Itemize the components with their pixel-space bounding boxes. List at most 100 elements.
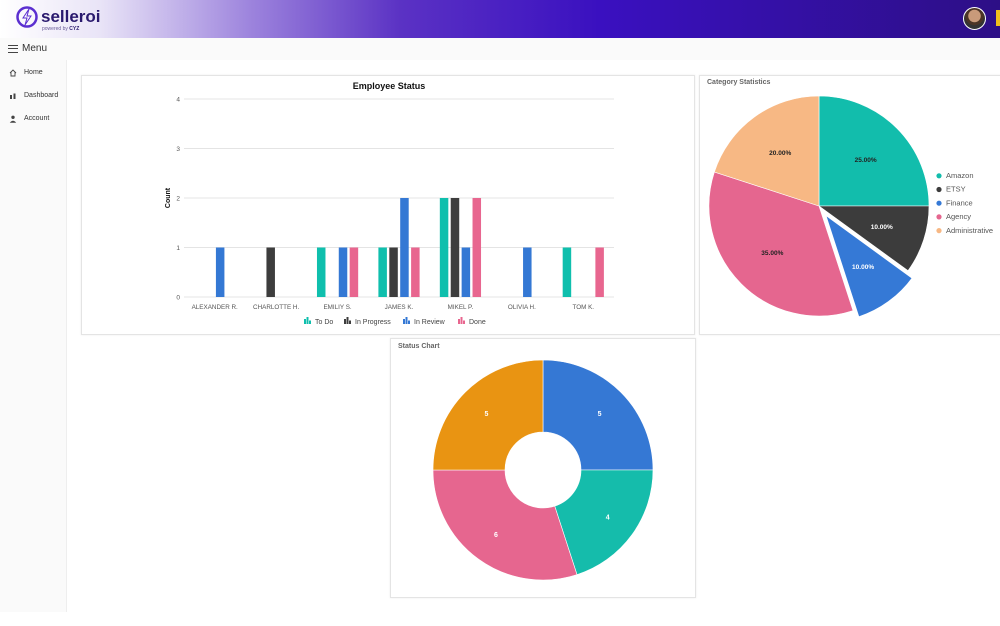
donut-slice	[542, 359, 654, 471]
legend-label: Amazon	[946, 171, 974, 180]
pie-slice	[818, 95, 930, 207]
legend-swatch	[344, 319, 346, 324]
bar	[472, 198, 482, 297]
category-statistics-chart: Category Statistics 25.00% 10.00% 10.00% 35.…	[707, 79, 993, 320]
legend-item-etsy[interactable]: ETSY	[936, 185, 966, 194]
bar	[389, 247, 398, 297]
x-tick-label: OLIVIA H.	[508, 304, 536, 311]
legend-swatch	[304, 319, 306, 324]
pie-slice	[714, 95, 820, 207]
legend-swatch	[309, 320, 311, 324]
menu-bar: Menu	[0, 38, 1000, 60]
legend-swatch	[408, 320, 410, 324]
legend-label: In Progress	[355, 319, 391, 326]
chart-title: Employee Status	[353, 81, 426, 91]
slice-label: 20.00%	[769, 150, 791, 157]
y-tick-label: 1	[176, 245, 180, 252]
legend-item-done[interactable]: Done	[458, 317, 486, 326]
legend-swatch	[346, 317, 349, 324]
home-icon	[9, 69, 17, 77]
employee-status-card: Employee Status Count 0 1 2 3 4 ALEXANDER R. CHA…	[81, 75, 695, 335]
legend-swatch	[936, 173, 942, 179]
slice-label: 5	[484, 411, 488, 418]
bar	[400, 198, 409, 297]
donut-slice	[554, 469, 654, 575]
bar	[562, 247, 572, 297]
legend-item-in-progress[interactable]: In Progress	[344, 317, 391, 326]
legend-item-in-review[interactable]: In Review	[403, 317, 446, 326]
legend-item-to-do[interactable]: To Do	[304, 317, 333, 326]
legend-swatch	[936, 214, 942, 220]
sidebar-item-home[interactable]: Home	[0, 66, 67, 82]
sidebar-item-label: Dashboard	[24, 92, 59, 99]
slice-label: 25.00%	[855, 157, 877, 164]
bar	[316, 247, 326, 297]
pie-slice	[821, 210, 916, 320]
bar	[439, 198, 449, 297]
category-statistics-card: Category Statistics 25.00% 10.00% 10.00% 35.…	[699, 75, 1000, 335]
employee-status-chart: Employee Status Count 0 1 2 3 4 ALEXANDER R. CHA…	[165, 81, 614, 326]
hamburger-icon[interactable]	[8, 45, 18, 53]
chart-title: Status Chart	[398, 343, 440, 350]
chart-title: Category Statistics	[707, 79, 771, 86]
sidebar: Home Dashboard Account	[0, 60, 67, 612]
menu-label[interactable]: Menu	[22, 43, 48, 54]
top-bar: selleroi powered by CYZ	[0, 0, 1000, 38]
bar	[338, 247, 348, 297]
user-avatar[interactable]	[963, 7, 986, 30]
legend-swatch	[463, 320, 465, 324]
logo-mark-icon	[16, 6, 38, 28]
legend-label: In Review	[414, 319, 446, 326]
sidebar-item-account[interactable]: Account	[0, 112, 67, 128]
legend-swatch	[458, 319, 460, 324]
legend-swatch	[349, 320, 351, 324]
bar	[523, 247, 532, 297]
slice-label: 10.00%	[871, 224, 893, 231]
y-tick-label: 2	[176, 196, 180, 203]
slice-label: 5	[598, 411, 602, 418]
notification-tab[interactable]	[996, 10, 1000, 26]
legend-label: To Do	[315, 319, 333, 326]
status-chart-card: Status Chart 5 4 6 5	[390, 338, 696, 598]
sidebar-item-dashboard[interactable]: Dashboard	[0, 89, 67, 105]
sidebar-item-label: Home	[24, 69, 43, 76]
legend-swatch	[403, 319, 405, 324]
logo-text: selleroi	[41, 7, 101, 26]
slice-label: 4	[606, 515, 610, 522]
donut-slice	[432, 469, 578, 581]
y-axis-label: Count	[165, 187, 172, 208]
pie-slice	[708, 171, 854, 317]
legend-item-finance[interactable]: Finance	[936, 198, 973, 207]
legend-label: Done	[469, 319, 486, 326]
legend-swatch	[405, 317, 408, 324]
bar	[349, 247, 359, 297]
legend-swatch	[936, 200, 942, 206]
bar-chart-icon	[10, 93, 16, 99]
y-tick-label: 0	[176, 295, 180, 302]
x-tick-label: TOM K.	[572, 304, 594, 311]
bar	[595, 247, 604, 297]
bar	[266, 247, 275, 297]
bar	[411, 247, 420, 297]
donut-slice	[432, 359, 544, 471]
legend-swatch	[460, 317, 463, 324]
x-tick-label: ALEXANDER R.	[192, 304, 238, 311]
bar	[461, 247, 471, 297]
legend-label: Administrative	[946, 226, 993, 235]
legend-item-agency[interactable]: Agency	[936, 212, 971, 221]
slice-label: 35.00%	[761, 250, 783, 257]
bar	[450, 198, 460, 297]
legend-item-administrative[interactable]: Administrative	[936, 226, 993, 235]
legend-label: ETSY	[946, 185, 966, 194]
bar	[378, 247, 387, 297]
bar	[215, 247, 225, 297]
user-icon	[9, 115, 17, 123]
slice-label: 6	[494, 532, 498, 539]
app-logo[interactable]: selleroi powered by CYZ	[16, 6, 156, 32]
legend-item-amazon[interactable]: Amazon	[936, 171, 974, 180]
legend-label: Finance	[946, 198, 973, 207]
x-tick-label: CHARLOTTE H.	[253, 304, 299, 311]
status-chart: Status Chart 5 4 6 5	[398, 343, 654, 581]
x-tick-label: JAMES K.	[385, 304, 414, 311]
logo-subtitle: powered by CYZ	[42, 26, 80, 32]
